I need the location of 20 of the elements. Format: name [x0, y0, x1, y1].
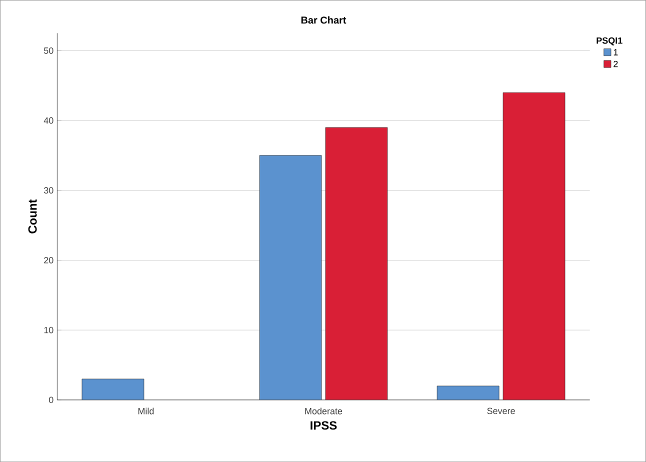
y-tick-label: 40 [44, 117, 54, 124]
bar [82, 378, 144, 400]
y-axis-title: Count [28, 199, 37, 234]
y-tick-label: 20 [44, 256, 54, 264]
bar [259, 155, 322, 400]
bar [502, 92, 566, 400]
bar [325, 127, 388, 400]
y-tick-label: 30 [44, 187, 54, 194]
y-tick-label: 50 [44, 47, 54, 54]
x-axis-title: IPSS [310, 421, 337, 430]
x-tick-label: Moderate [305, 408, 342, 414]
x-tick-label: Mild [138, 408, 154, 414]
x-tick-label: Severe [487, 408, 515, 414]
legend-title: PSQI1 [596, 37, 622, 46]
chart-title: Bar Chart [301, 16, 346, 24]
legend-label: 1 [614, 49, 618, 56]
y-tick-label: 0 [48, 396, 54, 404]
legend-label: 2 [614, 60, 618, 68]
y-tick-label: 10 [44, 326, 54, 334]
bar [436, 386, 500, 400]
